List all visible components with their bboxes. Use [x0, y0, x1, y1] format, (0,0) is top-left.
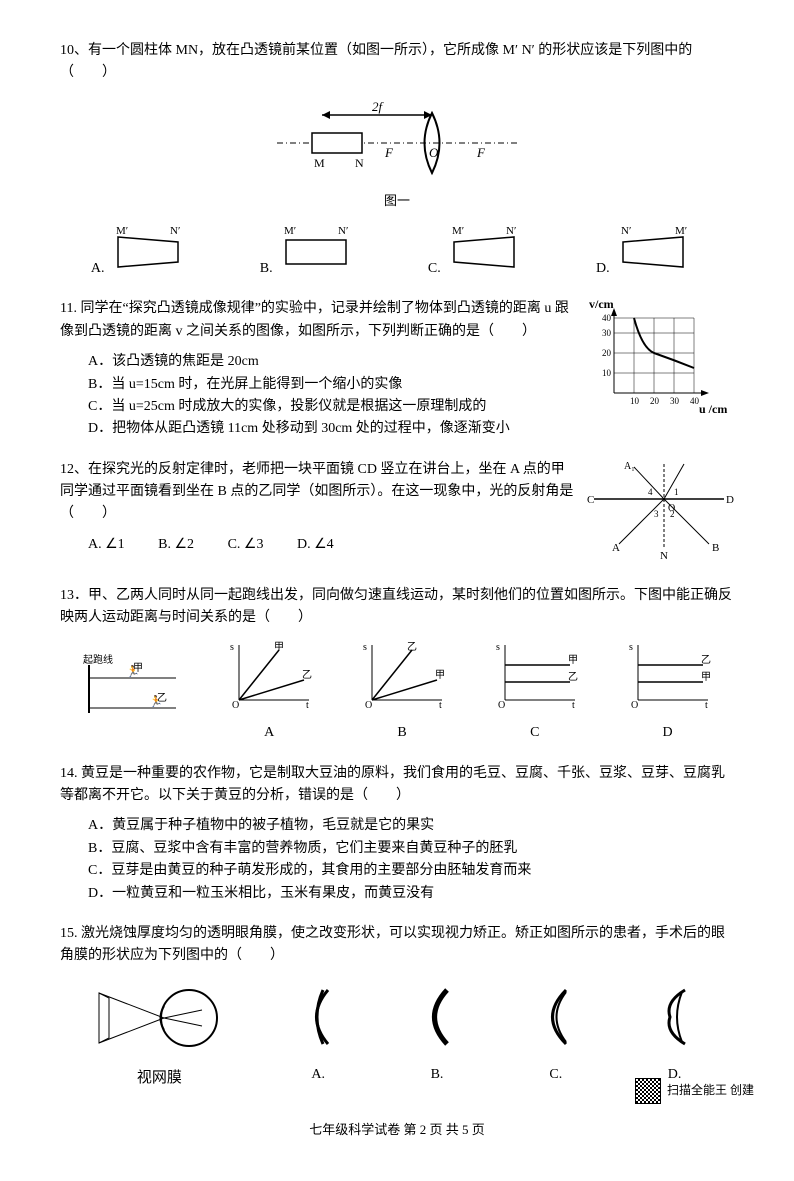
svg-text:10: 10 — [602, 368, 612, 378]
svg-text:30: 30 — [670, 396, 680, 406]
svg-text:O: O — [498, 700, 505, 711]
svg-text:2f: 2f — [372, 99, 385, 114]
svg-text:s: s — [230, 642, 234, 653]
q15-opt-d: D. — [650, 982, 700, 1087]
svg-text:t: t — [572, 700, 575, 711]
q13-opt-b: s t O 乙 甲 B — [357, 640, 447, 745]
svg-text:甲: 甲 — [701, 672, 711, 683]
svg-text:s: s — [629, 642, 633, 653]
q15-diagrams: 视网膜 A. B. C. — [60, 978, 734, 1090]
question-12: C D N O A₁ A B 4 1 3 2 12、在探究光的反射定律时，老师把… — [60, 459, 734, 567]
svg-text:N′: N′ — [170, 225, 180, 237]
svg-text:O: O — [232, 700, 239, 711]
qr-icon — [635, 1078, 661, 1104]
question-11: v/cm 10 20 30 40 10 20 30 40 u / — [60, 298, 734, 440]
q13-position: 起跑线 🏃 甲 🏃 乙 — [81, 653, 181, 731]
svg-text:乙: 乙 — [302, 669, 312, 681]
svg-text:M′: M′ — [675, 225, 687, 237]
q14-opt-c: C．豆芽是由黄豆的种子萌发形成的，其食用的主要部分由胚轴发育而来 — [60, 860, 734, 882]
svg-text:40: 40 — [602, 313, 612, 323]
q10-options: A. M′ N′ B. M′ N′ C. M′ N′ — [60, 222, 734, 280]
svg-text:u /cm: u /cm — [699, 402, 727, 416]
q12-diagram: C D N O A₁ A B 4 1 3 2 — [584, 459, 734, 567]
svg-text:t: t — [439, 700, 442, 711]
q15-text: 15. 激光烧蚀厚度均匀的透明眼角膜，使之改变形状，可以实现视力矫正。矫正如图所… — [60, 923, 734, 968]
svg-text:甲: 甲 — [435, 670, 445, 681]
svg-text:4: 4 — [648, 487, 653, 497]
svg-text:1: 1 — [674, 487, 679, 497]
q14-opt-d: D．一粒黄豆和一粒玉米相比，玉米有果皮，而黄豆没有 — [60, 883, 734, 905]
svg-text:O: O — [631, 700, 638, 711]
svg-text:M′: M′ — [116, 225, 128, 237]
q10-text: 10、有一个圆柱体 MN，放在凸透镜前某位置（如图一所示），它所成像 M′ N′… — [60, 40, 734, 85]
q10-opt-d: D. N′ M′ — [596, 222, 703, 280]
svg-text:起跑线: 起跑线 — [83, 653, 113, 666]
svg-text:甲: 甲 — [568, 655, 578, 666]
question-10: 10、有一个圆柱体 MN，放在凸透镜前某位置（如图一所示），它所成像 M′ N′… — [60, 40, 734, 280]
svg-text:M′: M′ — [452, 225, 464, 237]
page-footer: 七年级科学试卷 第 2 页 共 5 页 — [60, 1120, 734, 1141]
svg-text:甲: 甲 — [274, 642, 284, 653]
q11-chart: v/cm 10 20 30 40 10 20 30 40 u / — [584, 298, 734, 426]
q13-opt-d: s t O 乙 甲 D — [623, 640, 713, 745]
svg-text:N′: N′ — [506, 225, 516, 237]
svg-text:乙: 乙 — [157, 692, 167, 704]
q13-diagrams: 起跑线 🏃 甲 🏃 乙 s t O 甲 乙 — [60, 640, 734, 745]
q13-text: 13．甲、乙两人同时从同一起跑线出发，同向做匀速直线运动，某时刻他们的位置如图所… — [60, 585, 734, 630]
svg-text:O: O — [429, 145, 439, 160]
svg-text:A₁: A₁ — [624, 461, 635, 472]
q15-opt-c: C. — [531, 982, 581, 1087]
svg-text:N: N — [355, 156, 364, 170]
svg-text:乙: 乙 — [701, 654, 711, 666]
svg-text:甲: 甲 — [133, 663, 143, 674]
q15-opt-b: B. — [412, 982, 462, 1087]
svg-text:N′: N′ — [621, 225, 631, 237]
q14-opt-b: B．豆腐、豆浆中含有丰富的营养物质，它们主要来自黄豆种子的胚乳 — [60, 838, 734, 860]
q13-opt-a: s t O 甲 乙 A — [224, 640, 314, 745]
q10-main-diagram: 2f M N F F O 图一 — [60, 93, 734, 212]
svg-text:乙: 乙 — [407, 641, 417, 653]
svg-text:v/cm: v/cm — [589, 297, 614, 311]
svg-text:D: D — [726, 494, 734, 506]
question-13: 13．甲、乙两人同时从同一起跑线出发，同向做匀速直线运动，某时刻他们的位置如图所… — [60, 585, 734, 745]
q15-eye: 视网膜 — [94, 978, 224, 1090]
svg-text:F: F — [476, 145, 486, 160]
svg-text:N: N — [660, 550, 668, 562]
svg-text:20: 20 — [650, 396, 660, 406]
svg-text:t: t — [705, 700, 708, 711]
svg-text:t: t — [306, 700, 309, 711]
svg-text:3: 3 — [654, 509, 659, 519]
q14-text: 14. 黄豆是一种重要的农作物，它是制取大豆油的原料，我们食用的毛豆、豆腐、千张… — [60, 763, 734, 808]
q10-caption: 图一 — [60, 191, 734, 212]
svg-text:B: B — [712, 542, 719, 554]
svg-text:30: 30 — [602, 328, 612, 338]
q15-opt-a: A. — [293, 982, 343, 1087]
svg-text:s: s — [496, 642, 500, 653]
svg-text:C: C — [587, 494, 594, 506]
svg-text:s: s — [363, 642, 367, 653]
svg-text:2: 2 — [670, 509, 675, 519]
svg-text:O: O — [365, 700, 372, 711]
svg-text:10: 10 — [630, 396, 640, 406]
svg-text:乙: 乙 — [568, 671, 578, 683]
svg-text:N′: N′ — [338, 225, 348, 237]
svg-text:M′: M′ — [284, 225, 296, 237]
question-15: 15. 激光烧蚀厚度均匀的透明眼角膜，使之改变形状，可以实现视力矫正。矫正如图所… — [60, 923, 734, 1090]
scan-watermark: 扫描全能王 创建 — [635, 1078, 754, 1104]
q14-opt-a: A．黄豆属于种子植物中的被子植物，毛豆就是它的果实 — [60, 815, 734, 837]
svg-text:A: A — [612, 542, 620, 554]
svg-text:20: 20 — [602, 348, 612, 358]
q10-opt-a: A. M′ N′ — [91, 222, 198, 280]
svg-text:M: M — [314, 156, 325, 170]
q13-opt-c: s t O 甲 乙 C — [490, 640, 580, 745]
q10-opt-b: B. M′ N′ — [260, 222, 366, 280]
svg-text:F: F — [384, 145, 394, 160]
q10-opt-c: C. M′ N′ — [428, 222, 534, 280]
question-14: 14. 黄豆是一种重要的农作物，它是制取大豆油的原料，我们食用的毛豆、豆腐、千张… — [60, 763, 734, 905]
